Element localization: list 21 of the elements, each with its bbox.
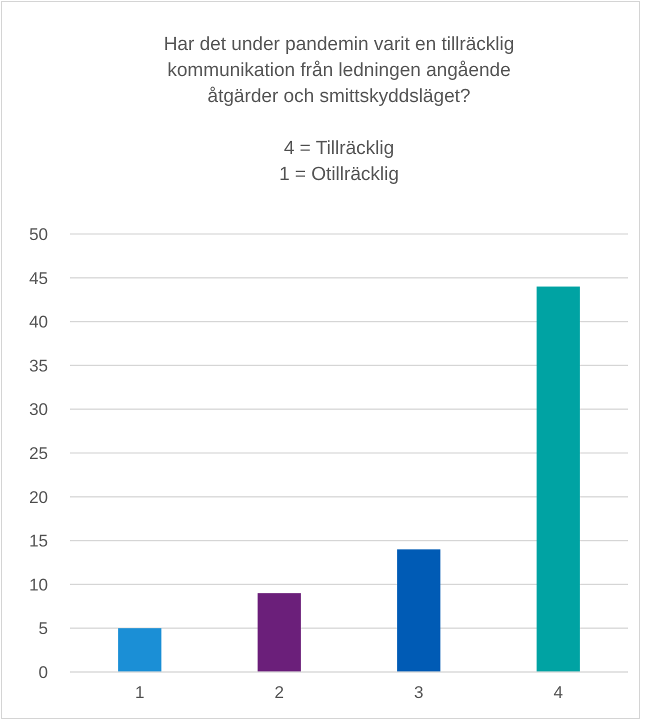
bar: [258, 593, 301, 672]
y-tick-label: 0: [38, 662, 48, 682]
y-tick-label: 15: [29, 532, 48, 551]
chart-title: Har det under pandemin varit en tillräcklig kommunikation från ledningen angående åtgärder och smittskyddsläget?: [164, 34, 514, 107]
y-tick-label: 25: [29, 444, 48, 463]
x-tick-label: 1: [135, 683, 144, 702]
y-tick-label: 5: [38, 619, 48, 638]
y-tick-label: 30: [29, 400, 48, 420]
y-tick-label: 35: [29, 356, 48, 376]
y-tick-label: 40: [29, 312, 48, 332]
y-tick-label: 20: [29, 488, 48, 507]
bar: [118, 628, 162, 672]
x-tick-label: 4: [554, 683, 563, 702]
y-tick-label: 50: [29, 224, 48, 244]
x-tick-label: 3: [414, 683, 424, 702]
y-tick-label: 10: [29, 575, 48, 594]
y-tick-label: 45: [29, 268, 48, 288]
bar: [536, 286, 580, 672]
x-tick-label: 2: [274, 683, 284, 702]
bar: [397, 549, 440, 672]
chart-subtitle: 4 = Tillräcklig 1 = Otillräcklig: [279, 138, 399, 185]
